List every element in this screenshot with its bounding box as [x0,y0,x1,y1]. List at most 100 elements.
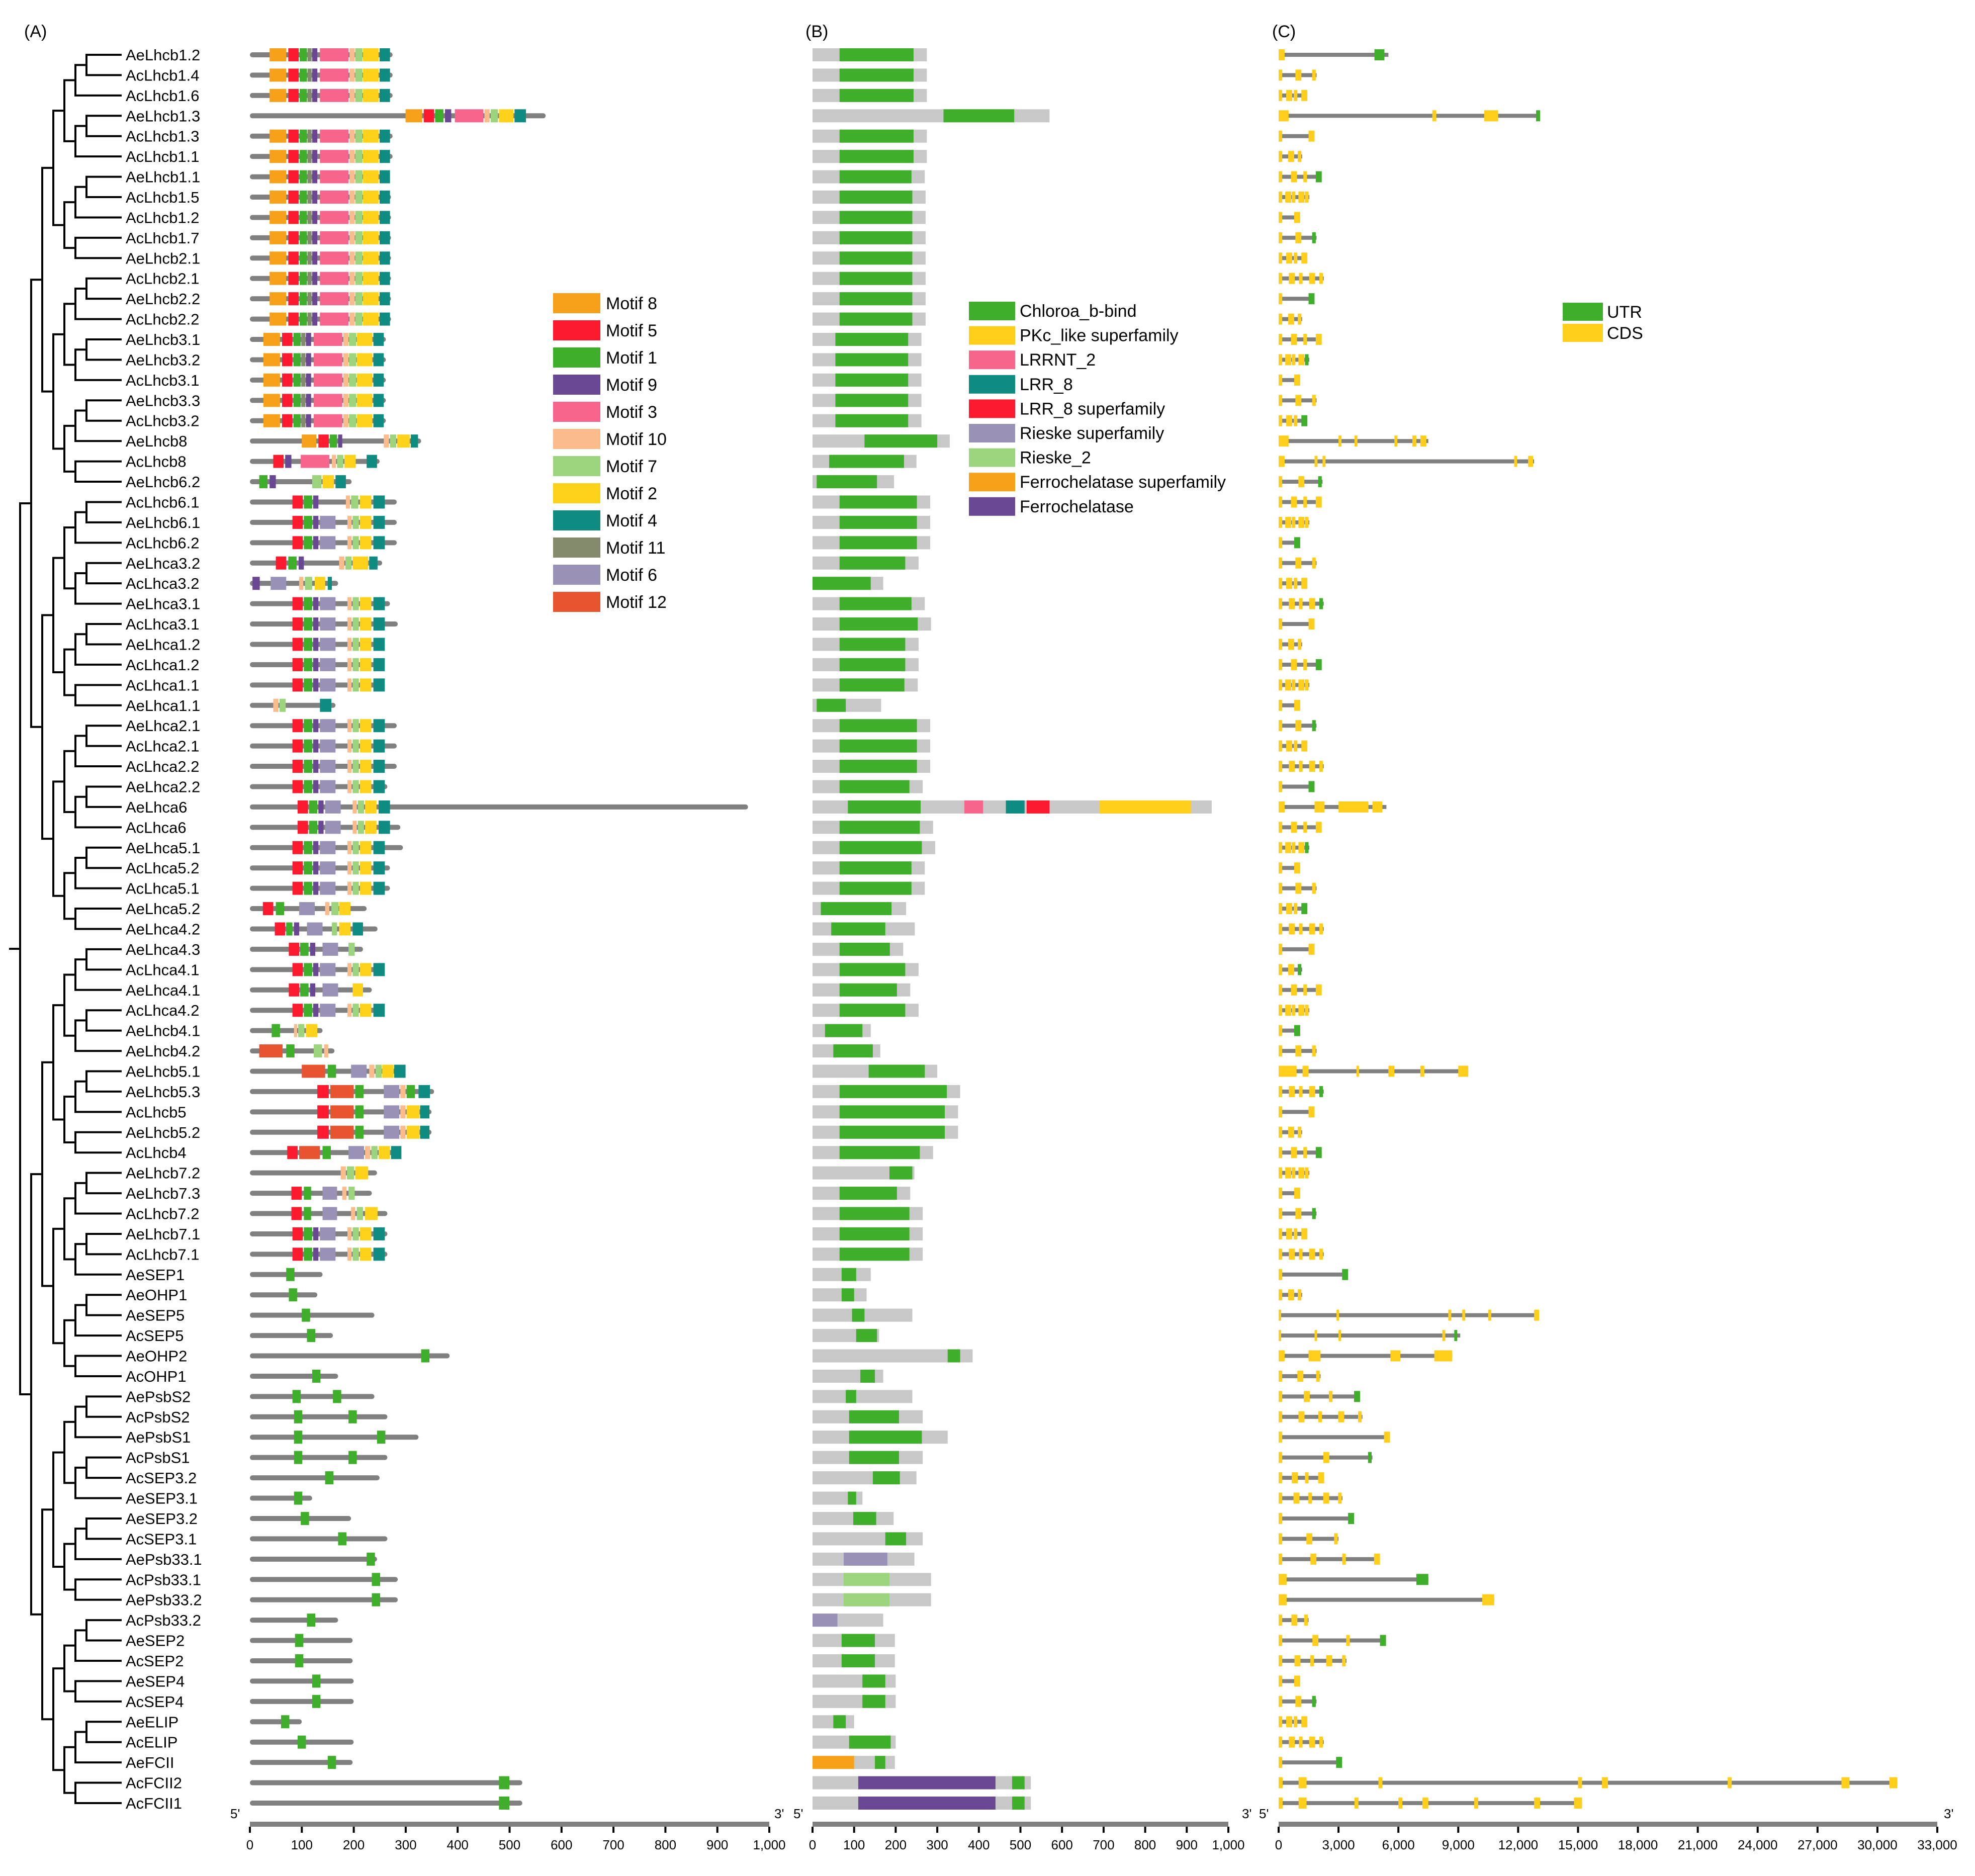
motif-box [406,1105,420,1119]
cds-box [1334,1533,1338,1545]
axis-c-tick-label: 15,000 [1558,1837,1598,1852]
utr-box [1305,354,1309,366]
cds-box [1412,435,1416,447]
axis-b-tick-label: 200 [885,1837,907,1852]
intron-line [1279,988,1320,992]
motif-box [373,678,385,692]
panel-b-domains [813,48,1212,1810]
motif-box [352,800,357,814]
legends: Motif 8 Motif 5 Motif 1 Motif 9 Motif 3 Motif… [553,293,1643,612]
cds-box [1279,171,1283,183]
tree-branch [74,287,122,320]
motif-box [322,1187,337,1200]
cds-box [1302,1065,1309,1077]
motif-box [302,1308,310,1322]
motif-box [312,475,322,489]
motif-box [373,1247,385,1261]
cds-box [1602,1777,1608,1789]
motif-box [373,760,385,773]
gene-label: AeLhcb2.2 [126,290,200,308]
tree-branch [63,1420,75,1484]
cds-box [1305,1005,1309,1016]
cds-box [1309,1736,1315,1748]
motif-box [312,312,318,326]
cds-box [1279,964,1283,975]
utr-box [1416,1574,1428,1585]
gene-label: AcSEP4 [126,1693,184,1711]
motif-box [348,942,355,956]
protein-backbone [250,1719,302,1725]
domain-box [849,1410,900,1423]
gene-label: AeLhca2.2 [126,778,200,795]
gene-label: AcOHP1 [126,1368,187,1385]
motif-box [349,251,355,265]
domain-box [853,1511,876,1525]
motif-box [279,698,286,712]
motif-box [373,861,385,875]
motif-box [347,1227,352,1240]
gene-label: AeELIP [126,1713,178,1731]
motif-box [333,1390,341,1403]
cds-box [1279,781,1283,792]
motif-box [373,638,385,651]
motif-box [292,638,303,651]
motif-box [313,780,319,793]
intron-line [1279,1272,1346,1277]
motif-box [320,170,349,184]
motif-box [320,698,332,712]
motif-box [320,739,336,753]
axis-a-tick [612,1827,615,1833]
motif-box [406,1085,415,1098]
motif-box [293,353,301,367]
axis-c-tick-label: 18,000 [1618,1837,1658,1852]
protein-bar [813,1288,867,1302]
motif-box [322,1207,337,1220]
cds-box [1291,659,1297,670]
cds-box [1279,1208,1283,1219]
motif-box [270,48,287,61]
tree-branch [74,958,122,991]
axis-c-line [1279,1822,1937,1827]
tree-branch [85,501,122,523]
motif-box [345,556,352,570]
intron-line [1279,1069,1469,1074]
motif-box [352,983,363,997]
motif-box [292,841,303,854]
motif-box [373,1004,385,1017]
tree-branch [85,1172,122,1195]
cds-box [1279,639,1283,650]
motif-box [363,150,379,163]
legend-swatch [553,347,600,368]
cds-box [1448,1309,1452,1321]
legend-swatch [553,592,600,612]
motif-box [363,170,379,184]
cds-box [1279,801,1285,813]
motif-box [288,129,299,143]
cds-box [1308,943,1315,955]
cds-box [1298,476,1305,488]
motif-box [330,1125,354,1139]
cds-box [1308,1106,1315,1118]
cds-box [1294,374,1300,386]
motif-box [322,475,334,489]
motif-box [373,881,385,895]
axis-a-5prime: 5' [230,1806,240,1821]
motif-box [363,88,379,102]
motif-box [373,658,385,671]
motif-box [355,129,363,143]
cds-box [1286,1716,1292,1728]
motif-box [367,1552,375,1566]
motif-box [300,191,307,204]
motif-box [313,353,342,367]
axis-b-tick [1144,1827,1146,1833]
motif-box [270,129,287,143]
motif-box [499,1776,509,1790]
motif-box [365,821,377,834]
tree-branch [63,1197,75,1261]
cds-box [1295,69,1302,81]
cds-box [1279,943,1283,955]
motif-box [367,455,377,468]
intron-line [1279,459,1535,464]
motif-box [405,109,422,123]
motif-box [299,577,304,590]
